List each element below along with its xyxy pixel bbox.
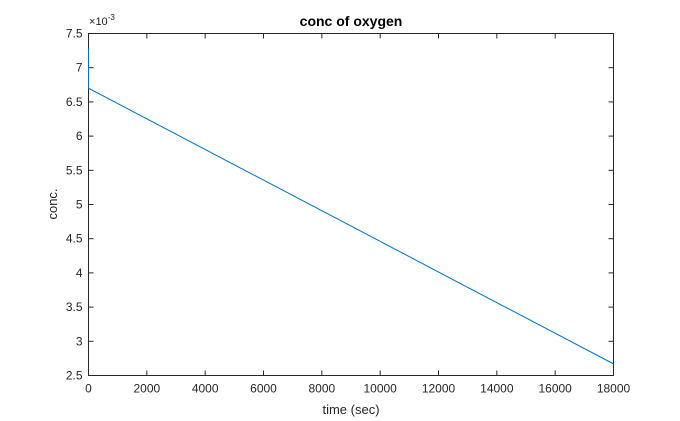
y-tick-label: 4 [76,266,83,280]
y-tick-label: 7 [76,61,83,75]
x-tick-label: 12000 [422,382,456,396]
y-tick-label: 5.5 [66,163,83,177]
y-tick-label: 2.5 [66,369,83,383]
x-tick-label: 10000 [363,382,397,396]
series-layer [88,48,614,365]
y-tick-label: 6 [76,129,83,143]
y-tick-label: 5 [76,198,83,212]
x-tick-label: 6000 [250,382,277,396]
y-axis-label: conc. [45,188,60,219]
y-tick-label: 3.5 [66,300,83,314]
x-axis-label: time (sec) [322,402,379,417]
x-tick-label: 2000 [133,382,160,396]
y-tick-label: 4.5 [66,232,83,246]
y-axis-multiplier-exponent: -3 [108,13,116,22]
chart-title: conc of oxygen [300,13,403,29]
y-axis-ticks: 2.5 3 3.5 4 4.5 5 5.5 6 6.5 7 7.5 [66,27,614,383]
x-tick-label: 18000 [597,382,631,396]
x-tick-label: 14000 [480,382,514,396]
plot-area [88,33,614,376]
x-axis-ticks: 0 2000 4000 6000 8000 10000 12000 14000 16000 180… [85,33,631,396]
y-axis-multiplier: ×10-3 [89,13,115,28]
y-axis-multiplier-prefix: × [89,16,95,28]
x-tick-label: 0 [85,382,92,396]
y-tick-label: 6.5 [66,95,83,109]
x-tick-label: 8000 [308,382,335,396]
y-tick-label: 3 [76,334,83,348]
x-tick-label: 16000 [538,382,572,396]
x-tick-label: 4000 [192,382,219,396]
series-line [88,48,614,365]
y-axis-multiplier-base: 10 [95,16,107,28]
y-tick-label: 7.5 [66,27,83,41]
